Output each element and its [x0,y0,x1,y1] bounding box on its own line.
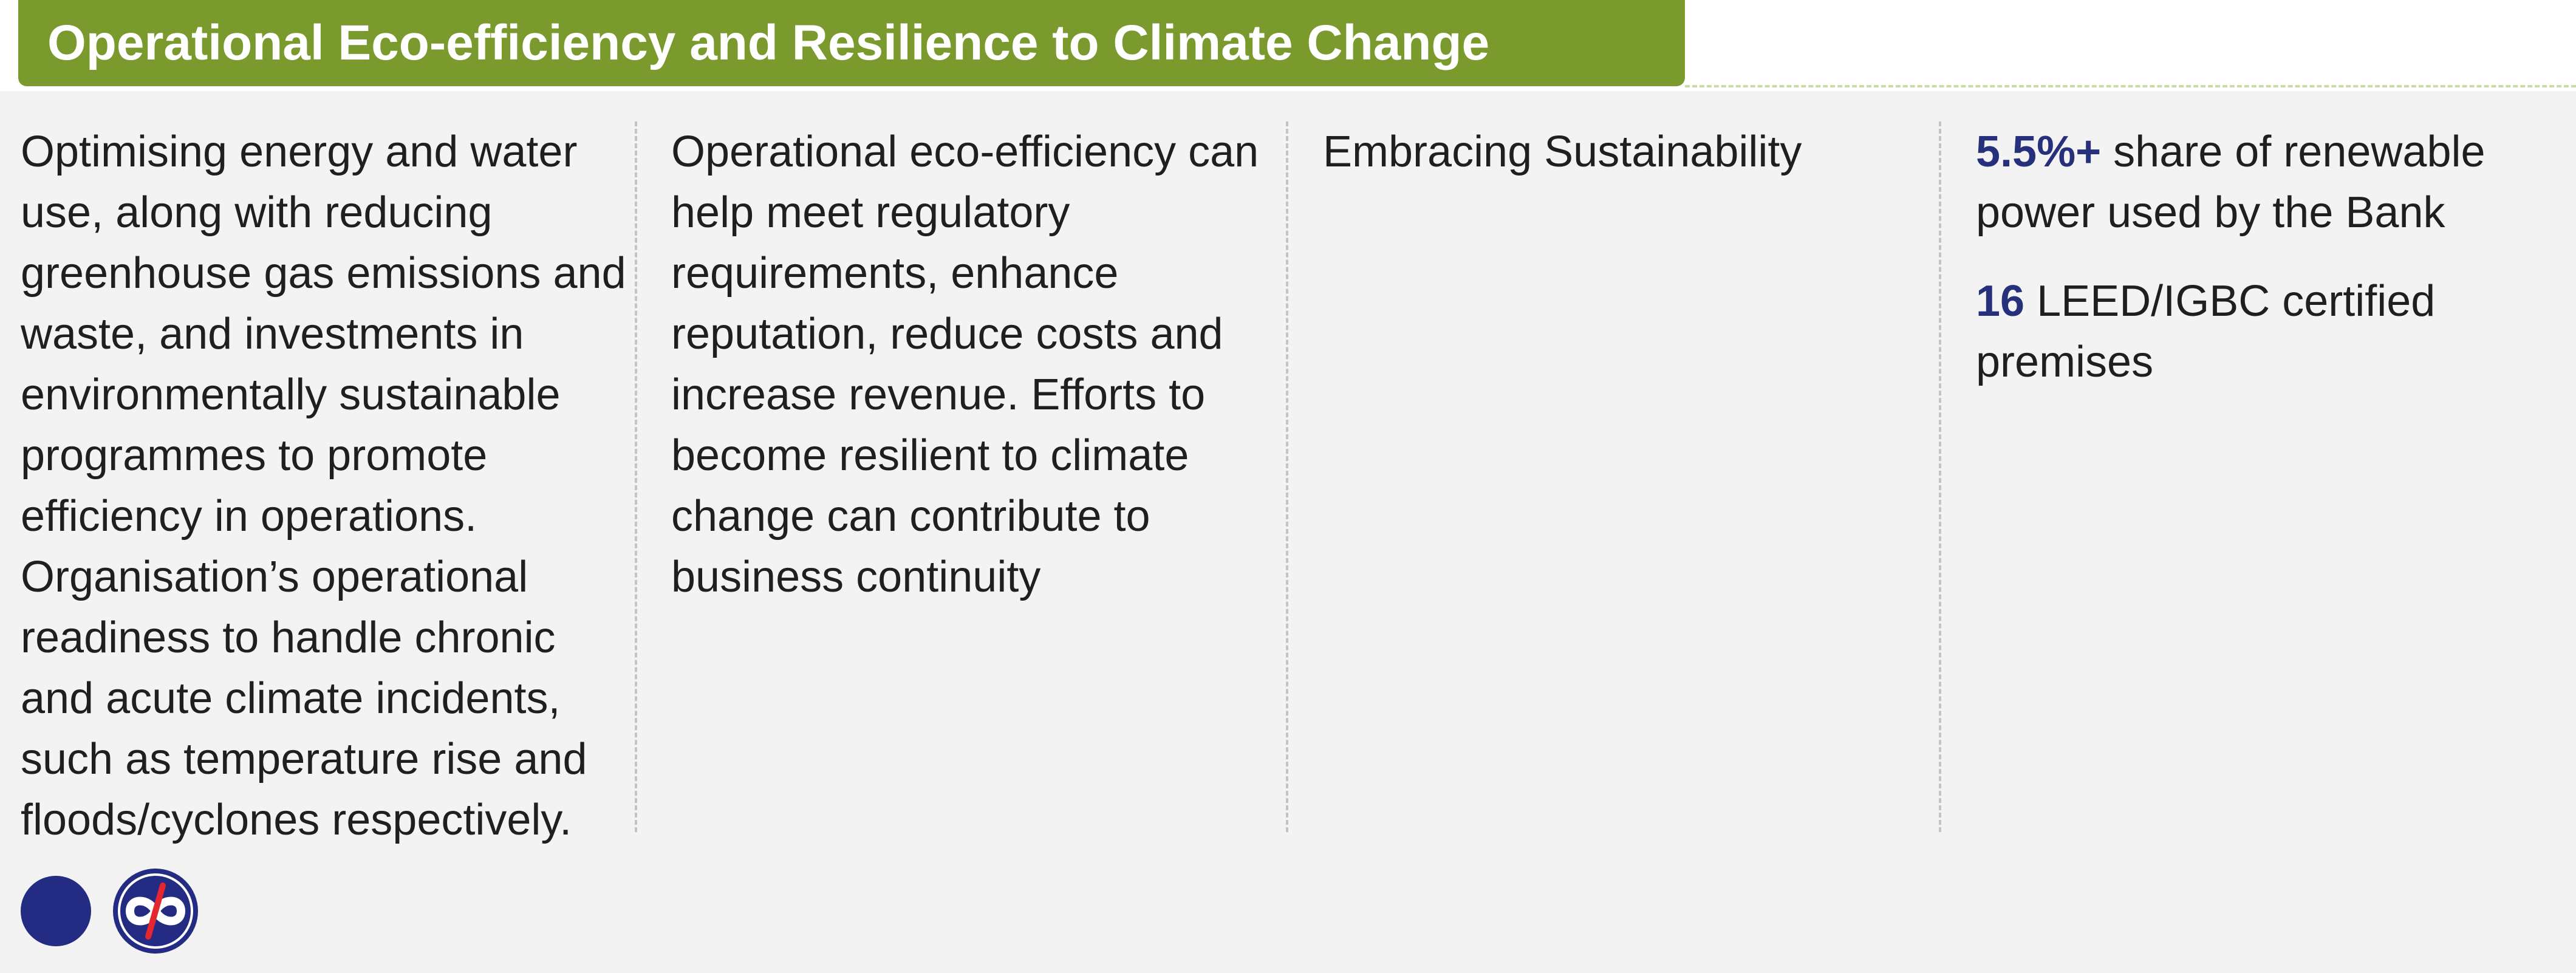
description-column: Optimising energy and water use, along w… [21,121,634,844]
initiative-text: Embracing Sustainability [1323,128,1802,176]
impact-column: Operational eco-efficiency can help meet… [671,121,1285,832]
content-panel: Optimising energy and water use, along w… [0,91,2576,973]
metric-label: share of renewable power used by the Ban… [1976,128,2485,237]
metric-certified-premises: 16 LEED/IGBC certified premises [1976,271,2559,392]
column-divider [635,121,637,832]
kotak-logo-icon [113,869,198,954]
description-text: Optimising energy and water use, along w… [21,128,626,844]
metric-value: 5.5%+ [1976,128,2102,176]
section-header: Operational Eco-efficiency and Resilienc… [18,0,1685,86]
column-divider [1286,121,1288,832]
column-divider [1939,121,1941,832]
initiative-column: Embracing Sustainability [1323,121,1936,832]
header-divider [1685,85,2576,87]
blue-circle-logo-icon [21,876,91,946]
metrics-column: 5.5%+ share of renewable power used by t… [1976,121,2559,832]
impact-text: Operational eco-efficiency can help meet… [671,128,1259,601]
metric-label: LEED/IGBC certified premises [1976,277,2436,386]
section-title: Operational Eco-efficiency and Resilienc… [47,15,1490,70]
metric-renewable-power: 5.5%+ share of renewable power used by t… [1976,121,2559,243]
metric-value: 16 [1976,277,2025,326]
logo-row [21,869,199,954]
